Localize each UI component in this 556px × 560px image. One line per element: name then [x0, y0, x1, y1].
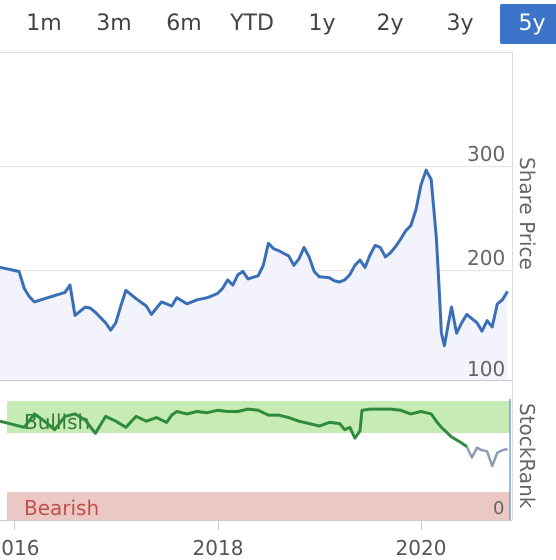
bearish-label: Bearish [24, 496, 99, 520]
range-tabs: 1m 3m 6m YTD 1y 2y 3y 5y [0, 0, 556, 46]
price-area [0, 170, 508, 380]
stockrank-line-bullish [0, 407, 468, 448]
tab-5y[interactable]: 5y [500, 4, 556, 44]
x-axis: 2016 2018 2020 [0, 520, 512, 560]
stockrank-line-neutral [465, 446, 508, 468]
x-label-2016: 2016 [0, 536, 39, 560]
price-tick-300: 300 [467, 142, 505, 166]
bearish-zone [7, 492, 510, 520]
price-axis-label: Share Price [515, 157, 539, 270]
stockrank-axis-label: StockRank [515, 403, 539, 509]
x-label-2018: 2018 [193, 536, 244, 560]
x-label-2020: 2020 [396, 536, 447, 560]
price-tick-200: 200 [467, 246, 505, 270]
price-pane: 300 200 100 Share Price [0, 142, 539, 381]
tab-2y[interactable]: 2y [376, 11, 404, 36]
tab-1y[interactable]: 1y [308, 11, 336, 36]
tab-3y[interactable]: 3y [446, 11, 474, 36]
tab-3m[interactable]: 3m [96, 11, 132, 36]
stockrank-tick-0: 0 [493, 498, 504, 519]
price-tick-100: 100 [467, 357, 505, 381]
tab-6m[interactable]: 6m [166, 11, 202, 36]
tab-ytd[interactable]: YTD [230, 11, 274, 36]
stockrank-pane: Bullish Bearish 0 StockRank [0, 399, 539, 521]
tab-1m[interactable]: 1m [26, 11, 62, 36]
price-line [0, 168, 509, 348]
